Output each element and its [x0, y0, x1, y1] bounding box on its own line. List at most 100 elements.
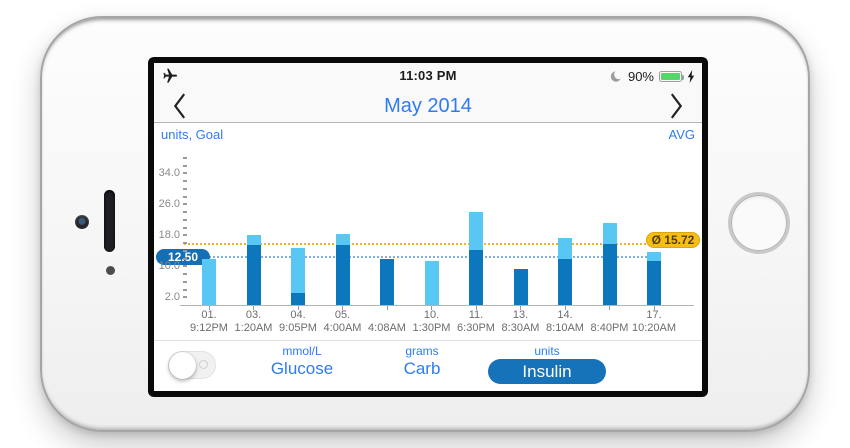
display-toggle-switch[interactable]	[168, 351, 216, 379]
y-axis-unit-label: units, Goal	[161, 127, 224, 142]
battery-icon	[659, 70, 684, 82]
y-axis-tick	[183, 195, 187, 198]
proximity-sensor	[106, 266, 115, 275]
bar-dark-segment[interactable]	[647, 260, 661, 305]
bar-dark-segment[interactable]	[335, 244, 350, 305]
y-axis-tick	[183, 164, 187, 167]
x-axis-time-label: 8:10AM	[546, 322, 584, 334]
bar-dark-segment[interactable]	[513, 268, 528, 305]
toggle-knob[interactable]	[169, 351, 196, 379]
bar-light-segment[interactable]	[291, 247, 305, 294]
y-axis-tick-label: 26.0	[158, 198, 180, 211]
y-axis-tick	[183, 280, 187, 283]
bar-light-segment[interactable]	[335, 234, 350, 245]
x-axis-tick	[342, 306, 343, 310]
bar-dark-segment[interactable]	[246, 244, 261, 305]
bar-dark-segment[interactable]	[558, 258, 572, 305]
x-axis-day-label: 10.	[423, 309, 440, 321]
x-axis-time-label: 6:30PM	[457, 322, 495, 334]
y-axis-tick	[183, 296, 187, 299]
chevron-right-icon	[671, 93, 683, 119]
y-axis-tick	[183, 288, 187, 291]
toggle-off-indicator-icon	[199, 360, 208, 369]
y-axis-tick	[183, 265, 187, 268]
y-axis-tick-label: 34.0	[158, 167, 180, 180]
tab-insulin[interactable]: units Insulin	[482, 344, 612, 384]
goal-line	[184, 255, 647, 258]
y-axis-tick	[183, 172, 187, 175]
previous-month-button[interactable]	[164, 93, 194, 119]
x-axis-day-label: 05.	[334, 309, 351, 321]
y-axis-tick	[183, 273, 187, 275]
bar-dark-segment[interactable]	[291, 293, 305, 305]
bar-light-segment[interactable]	[602, 222, 617, 245]
bottom-control-bar: mmol/L Glucose grams Carb units Insulin	[154, 341, 702, 391]
bar-light-segment[interactable]	[424, 260, 439, 305]
y-axis-tick	[183, 257, 187, 260]
glucose-unit-label: mmol/L	[282, 344, 322, 358]
insulin-tab-selected-pill[interactable]: Insulin	[488, 359, 606, 384]
x-axis-time-label: 9:05PM	[279, 322, 317, 334]
x-axis-day-label: 17.	[646, 309, 662, 321]
x-axis-day-label: 11.	[468, 309, 484, 321]
x-axis-tick	[208, 306, 210, 310]
bar-light-segment[interactable]	[558, 237, 572, 259]
x-axis-time-label: 4:08AM	[368, 322, 406, 334]
next-month-button[interactable]	[662, 93, 692, 119]
goal-value-badge: 12.50	[156, 248, 210, 265]
x-axis-tick	[564, 306, 566, 310]
average-line	[184, 243, 646, 246]
x-axis-day-label: 01.	[201, 309, 217, 321]
tab-carb[interactable]: grams Carb	[357, 344, 487, 379]
x-axis-day-label: 04.	[290, 309, 306, 321]
x-axis-tick	[653, 306, 655, 310]
bar-light-segment[interactable]	[469, 212, 483, 250]
y-axis-tick	[183, 203, 187, 206]
month-title: May 2014	[384, 95, 472, 117]
bar-dark-segment[interactable]	[602, 244, 617, 305]
front-camera-icon	[75, 215, 89, 229]
carb-tab-label: Carb	[403, 359, 441, 378]
glucose-tab-label: Glucose	[270, 359, 334, 378]
average-value-badge: Ø 15.72	[646, 232, 700, 249]
y-axis-tick	[183, 211, 187, 213]
x-axis-time-label: 1:20AM	[234, 322, 273, 334]
bar-dark-segment[interactable]	[469, 249, 483, 305]
tab-glucose[interactable]: mmol/L Glucose	[237, 344, 367, 379]
x-axis-tick	[386, 306, 388, 310]
y-axis-tick	[183, 249, 187, 252]
x-axis-line	[180, 305, 694, 306]
earpiece-speaker	[104, 190, 115, 252]
y-axis-tick	[183, 242, 187, 244]
x-axis-day-label: 03.	[245, 309, 262, 321]
app-screen: 11:03 PM 90%	[154, 63, 702, 391]
x-axis-day-label: 13.	[512, 309, 529, 321]
x-axis-tick	[520, 306, 521, 310]
battery-percent: 90%	[627, 68, 654, 84]
bar-light-segment[interactable]	[647, 251, 661, 261]
y-axis-tick	[183, 187, 187, 190]
month-nav-bar: May 2014	[154, 89, 702, 123]
status-time: 11:03 PM	[399, 68, 457, 83]
bar-light-segment[interactable]	[202, 259, 216, 305]
x-axis-time-label: 8:30AM	[501, 322, 540, 334]
bar-light-segment[interactable]	[246, 234, 261, 245]
x-axis-tick	[253, 306, 254, 310]
iphone-landscape-body: 11:03 PM 90%	[40, 16, 810, 432]
x-axis-time-label: 9:12PM	[190, 322, 228, 334]
moon-icon	[610, 69, 623, 82]
home-button[interactable]	[728, 192, 790, 254]
x-axis-time-label: 10:20AM	[631, 322, 677, 334]
y-axis-tick	[183, 180, 187, 182]
y-axis-tick-label: 2.0	[164, 291, 180, 304]
x-axis-tick	[431, 306, 432, 310]
airplane-mode-icon	[163, 68, 178, 86]
chart-header: units, Goal AVG	[161, 127, 695, 142]
bottom-separator	[154, 340, 702, 341]
x-axis-time-label: 4:00AM	[323, 322, 362, 334]
chevron-left-icon	[173, 93, 185, 119]
bar-dark-segment[interactable]	[380, 258, 394, 305]
x-axis-time-label: 8:40PM	[590, 322, 629, 334]
screen-bezel: 11:03 PM 90%	[148, 57, 708, 397]
